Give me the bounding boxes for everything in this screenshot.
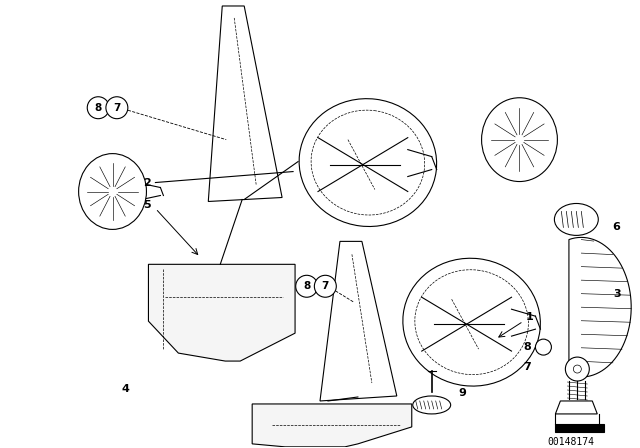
Ellipse shape: [79, 154, 147, 229]
Polygon shape: [252, 404, 412, 447]
Text: 6: 6: [612, 222, 620, 233]
Text: 7: 7: [322, 281, 329, 291]
Text: 8: 8: [95, 103, 102, 113]
Ellipse shape: [413, 396, 451, 414]
Text: 3: 3: [613, 289, 621, 299]
Polygon shape: [569, 237, 631, 377]
Text: 5: 5: [143, 200, 151, 211]
Text: 7: 7: [524, 362, 531, 372]
Ellipse shape: [299, 99, 436, 227]
Ellipse shape: [403, 258, 540, 386]
Text: 1: 1: [525, 312, 533, 322]
Circle shape: [565, 357, 589, 381]
Text: 00148174: 00148174: [548, 437, 595, 447]
Text: 8: 8: [303, 281, 310, 291]
Polygon shape: [556, 424, 604, 432]
Circle shape: [536, 339, 552, 355]
Circle shape: [314, 275, 336, 297]
Ellipse shape: [481, 98, 557, 181]
Text: 9: 9: [459, 388, 467, 398]
Ellipse shape: [554, 203, 598, 235]
Circle shape: [87, 97, 109, 119]
Circle shape: [296, 275, 317, 297]
Text: 7: 7: [113, 103, 120, 113]
Text: 2: 2: [143, 177, 151, 188]
Polygon shape: [556, 401, 597, 414]
Polygon shape: [320, 241, 397, 401]
Polygon shape: [148, 264, 295, 361]
Text: 4: 4: [122, 384, 129, 394]
Text: 8: 8: [524, 342, 531, 352]
Polygon shape: [208, 6, 282, 202]
Circle shape: [106, 97, 128, 119]
